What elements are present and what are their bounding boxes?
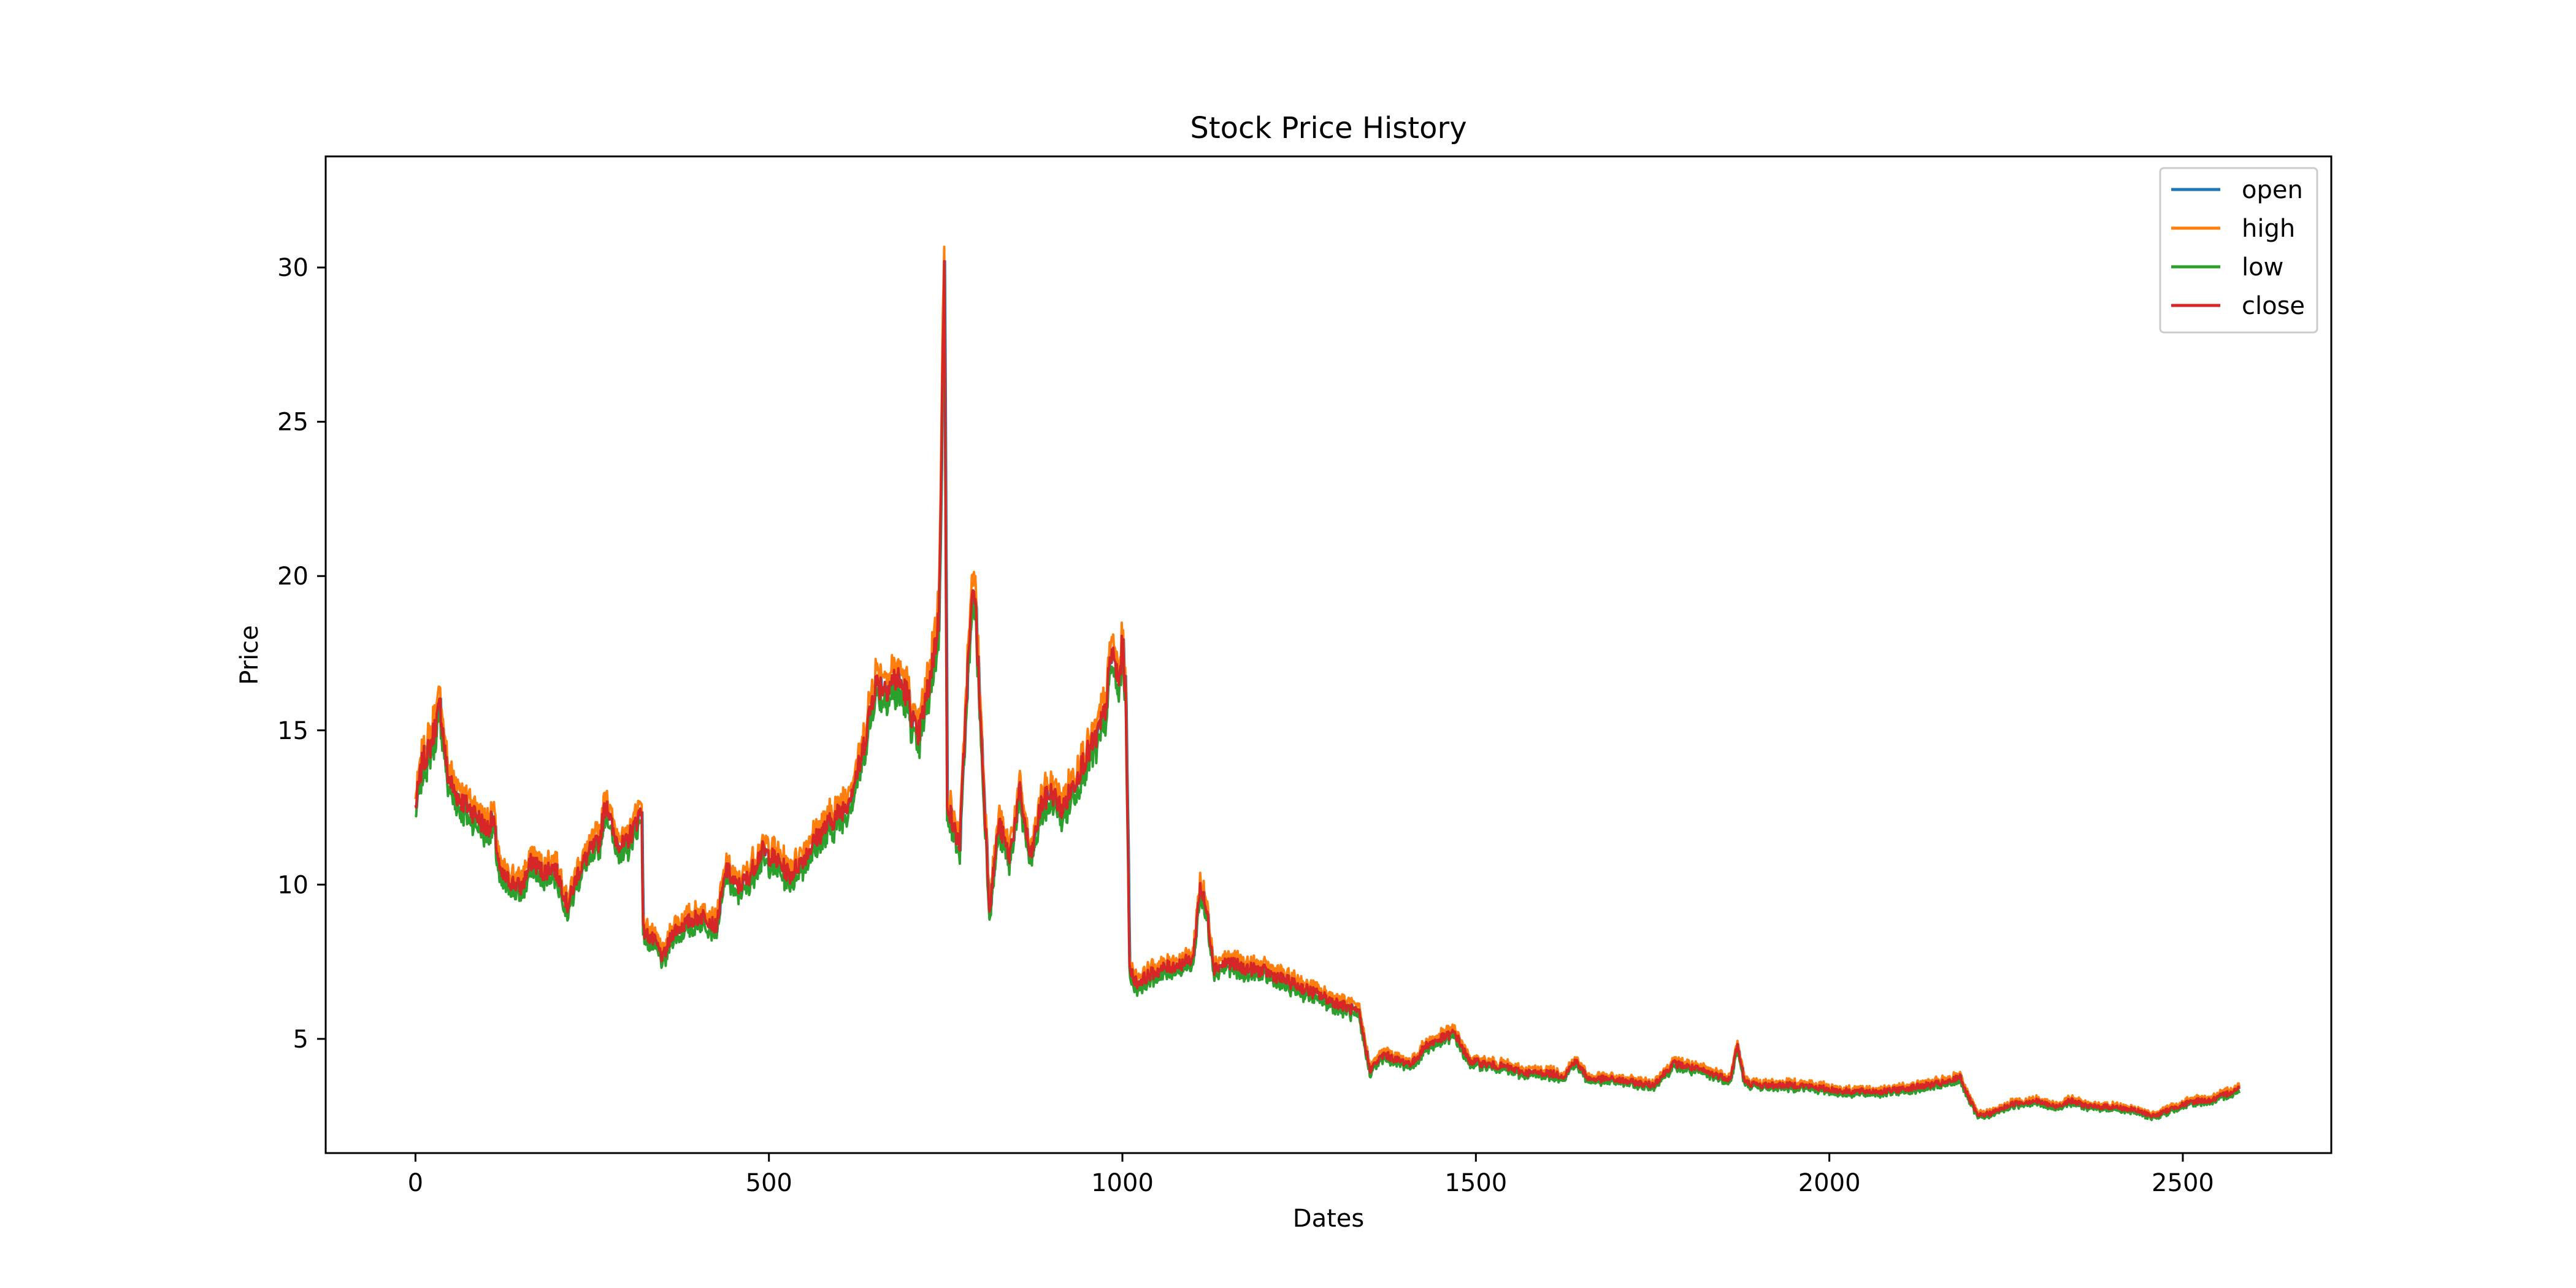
y-tick-label: 10 xyxy=(277,871,309,899)
x-tick-label: 1500 xyxy=(1444,1169,1507,1197)
y-axis-label: Price xyxy=(236,625,264,685)
x-axis-label: Dates xyxy=(1293,1205,1364,1233)
legend-label-high: high xyxy=(2242,215,2295,243)
x-axis: 0 500 1000 1500 2000 2500 xyxy=(408,1153,2214,1197)
y-tick-label: 20 xyxy=(277,562,309,591)
plot-frame xyxy=(324,155,2333,1154)
x-tick-label: 0 xyxy=(408,1169,423,1197)
series-line-close xyxy=(414,259,2241,1119)
legend-label-open: open xyxy=(2242,176,2303,204)
y-tick-label: 5 xyxy=(293,1025,309,1054)
legend: open high low close xyxy=(2159,167,2318,334)
y-axis: 5 10 15 20 25 30 xyxy=(277,254,326,1054)
x-tick-label: 2000 xyxy=(1798,1169,1861,1197)
legend-label-low: low xyxy=(2242,253,2283,282)
y-tick-label: 15 xyxy=(277,717,309,745)
chart-title: Stock Price History xyxy=(1190,111,1466,145)
y-tick-label: 30 xyxy=(277,254,309,282)
x-tick-label: 500 xyxy=(746,1169,792,1197)
x-tick-label: 1000 xyxy=(1091,1169,1154,1197)
x-tick-label: 2500 xyxy=(2152,1169,2214,1197)
series-layer xyxy=(414,245,2241,1121)
legend-label-close: close xyxy=(2242,292,2305,320)
legend-box xyxy=(2159,167,2318,334)
y-tick-label: 25 xyxy=(277,408,309,437)
